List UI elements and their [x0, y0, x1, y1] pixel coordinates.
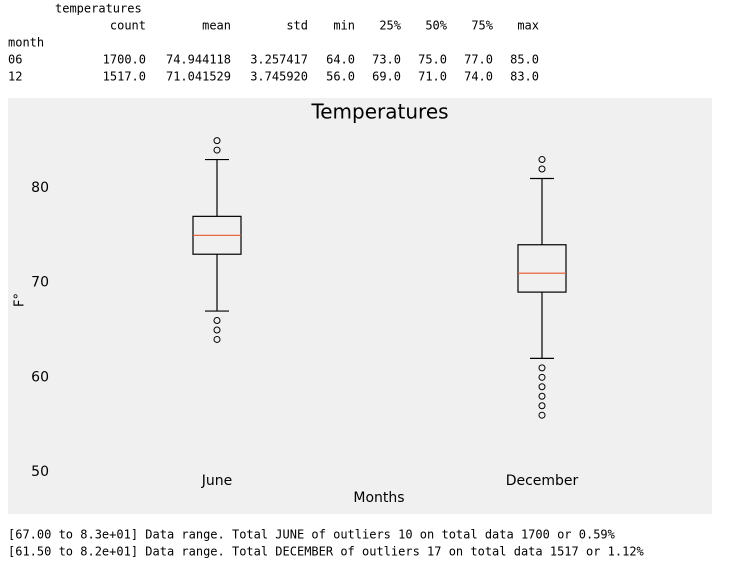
outlier [213, 317, 221, 325]
column-header: min [333, 19, 355, 33]
y-tick-label: 70 [31, 275, 49, 291]
column-header: 75% [471, 19, 493, 33]
table-cell: 3.257417 [250, 53, 308, 67]
table-cell: 75.0 [418, 53, 447, 67]
row-index: 12 [8, 70, 22, 84]
column-header: 25% [379, 19, 401, 33]
index-name: month [8, 36, 44, 50]
outlier [213, 146, 221, 154]
table-cell: 74.0 [464, 70, 493, 84]
x-tick-label: December [506, 473, 579, 489]
table-cell: 64.0 [326, 53, 355, 67]
x-axis-label: Months [353, 490, 404, 506]
table-cell: 1517.0 [103, 70, 146, 84]
table-cell: 74.944118 [166, 53, 231, 67]
y-tick-label: 80 [31, 180, 49, 196]
y-tick-label: 60 [31, 369, 49, 385]
table-cell: 56.0 [326, 70, 355, 84]
table-cell: 83.0 [510, 70, 539, 84]
table-cell: 69.0 [372, 70, 401, 84]
note: [67.00 to 8.3e+01] Data range. Total JUN… [8, 528, 616, 542]
box [517, 244, 567, 293]
y-axis-label: F° [13, 293, 28, 307]
outlier [538, 392, 546, 400]
y-tick-label: 50 [31, 464, 49, 480]
table-cell: 73.0 [372, 53, 401, 67]
outlier [213, 335, 221, 343]
row-index: 06 [8, 53, 22, 67]
outlier [538, 156, 546, 164]
column-header: mean [202, 19, 231, 33]
table-cell: 1700.0 [103, 53, 146, 67]
column-header: max [517, 19, 539, 33]
outlier [213, 137, 221, 145]
table-cell: 71.0 [418, 70, 447, 84]
outlier [538, 411, 546, 419]
outlier [213, 326, 221, 334]
outlier [538, 373, 546, 381]
figure-background [8, 98, 712, 514]
chart-title: Temperatures [310, 100, 448, 124]
note: [61.50 to 8.2e+01] Data range. Total DEC… [8, 545, 645, 559]
outlier [538, 364, 546, 372]
outlier [538, 383, 546, 391]
column-header: std [286, 19, 308, 33]
columns-name: temperatures [55, 2, 142, 16]
column-header: 50% [425, 19, 447, 33]
table-cell: 85.0 [510, 53, 539, 67]
column-header: count [110, 19, 146, 33]
outlier [538, 402, 546, 410]
table-cell: 3.745920 [250, 70, 308, 84]
table-cell: 71.041529 [166, 70, 231, 84]
outlier [538, 165, 546, 173]
x-tick-label: June [201, 473, 233, 489]
table-cell: 77.0 [464, 53, 493, 67]
